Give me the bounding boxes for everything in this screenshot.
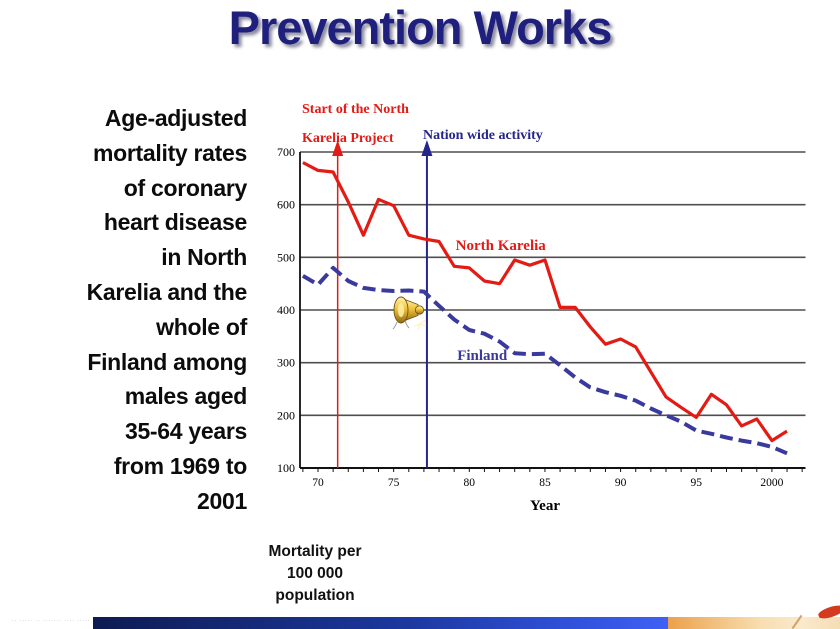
svg-text:500: 500 xyxy=(277,250,295,264)
svg-text:Karelia Project: Karelia Project xyxy=(302,131,394,146)
y-axis-caption: Mortality per 100 000 population xyxy=(268,543,362,604)
speaker-icon[interactable] xyxy=(391,291,429,333)
svg-text:Nation wide activity: Nation wide activity xyxy=(423,128,543,143)
svg-text:2000: 2000 xyxy=(760,477,783,489)
svg-text:100: 100 xyxy=(277,461,295,475)
description-text: Age-adjusted mortality rates of coronary… xyxy=(86,105,248,514)
footer-bar-tan xyxy=(668,617,840,629)
footer-bar-blue xyxy=(93,617,668,629)
svg-text:Start of the North: Start of the North xyxy=(302,102,409,117)
mortality-chart: 100 200 300 400 500 600 700 70 75 80 85 90 95 2000 Yea… xyxy=(277,102,806,514)
svg-text:95: 95 xyxy=(691,477,703,489)
svg-text:400: 400 xyxy=(277,303,295,317)
svg-text:70: 70 xyxy=(312,477,324,489)
svg-text:Year: Year xyxy=(530,498,560,514)
svg-text:300: 300 xyxy=(277,356,295,370)
svg-text:80: 80 xyxy=(464,477,476,489)
svg-text:85: 85 xyxy=(539,477,551,489)
svg-text:90: 90 xyxy=(615,477,627,489)
footer-fine-print: ·· ····· ·· ······· ···· ····· xyxy=(12,618,91,624)
svg-text:North Karelia: North Karelia xyxy=(456,238,547,254)
svg-text:75: 75 xyxy=(388,477,400,489)
svg-text:600: 600 xyxy=(277,198,295,212)
svg-text:700: 700 xyxy=(277,145,295,159)
svg-text:Finland: Finland xyxy=(457,348,508,364)
svg-text:200: 200 xyxy=(277,408,295,422)
page-title: Prevention Works xyxy=(228,1,613,54)
